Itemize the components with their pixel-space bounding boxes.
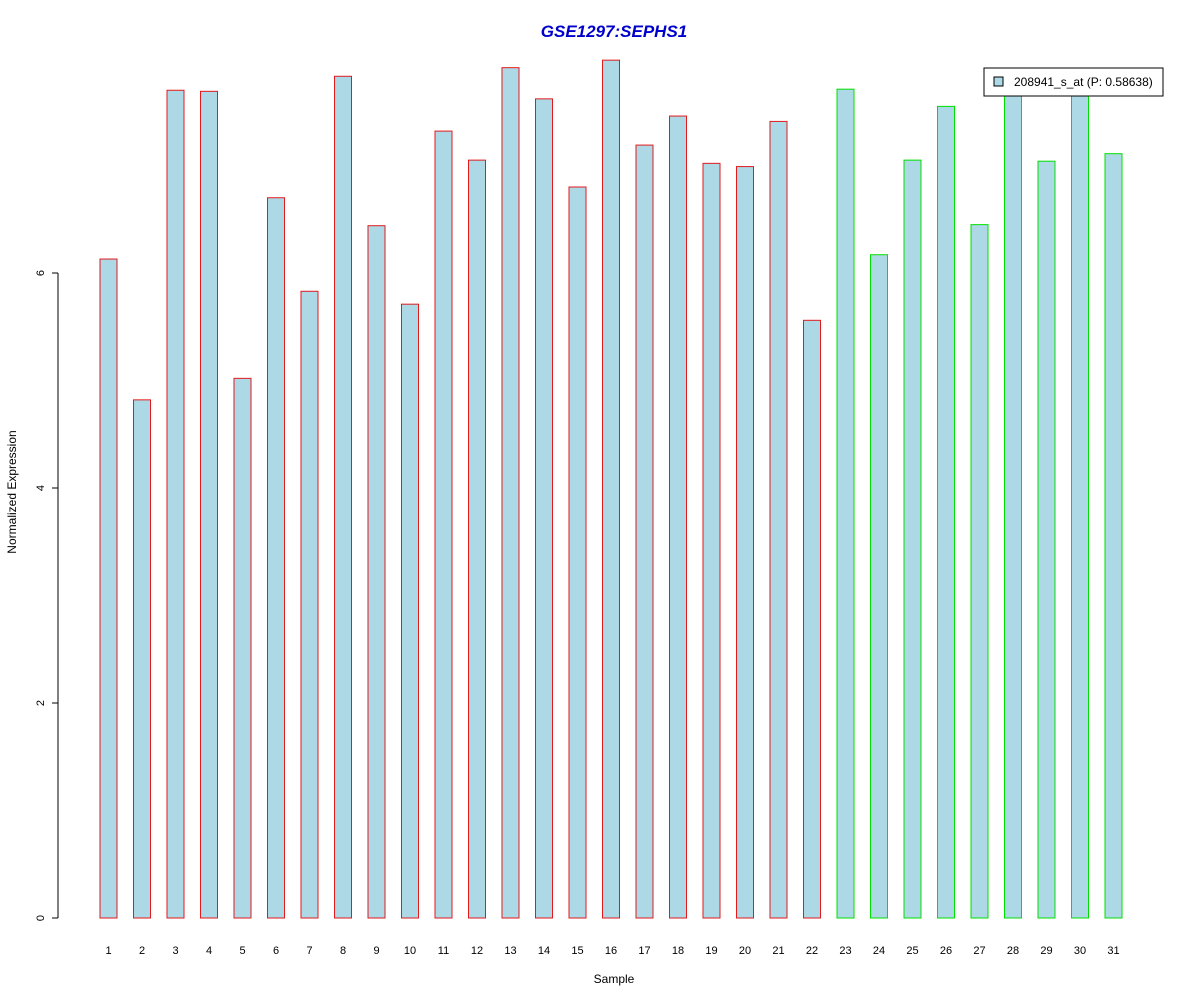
x-tick-label: 25 xyxy=(906,945,918,957)
bar xyxy=(1071,89,1089,919)
y-tick-label: 2 xyxy=(35,700,47,706)
x-tick-label: 23 xyxy=(839,945,851,957)
x-tick-label: 1 xyxy=(105,945,111,957)
bar xyxy=(200,90,218,919)
x-tick-label: 9 xyxy=(373,945,379,957)
x-tick-label: 29 xyxy=(1040,945,1052,957)
bar xyxy=(769,120,788,919)
x-tick-label: 21 xyxy=(772,945,784,957)
bar xyxy=(267,197,285,919)
bar xyxy=(535,98,553,919)
x-tick-label: 11 xyxy=(438,945,449,957)
x-tick-label: 20 xyxy=(739,945,751,957)
bar xyxy=(602,59,620,919)
bar xyxy=(669,115,687,919)
chart-title: GSE1297:SEPHS1 xyxy=(541,22,687,41)
bar xyxy=(434,130,453,919)
bar xyxy=(903,159,922,919)
x-ticks-layer: 1 2 3 4 5 6 7 8 9 10 11 12 13 14 15 16 17 18 19 20 21 22 23 24 2… xyxy=(105,945,1119,957)
y-tick-label: 0 xyxy=(35,915,47,921)
legend-box xyxy=(983,67,1164,97)
bar xyxy=(870,254,888,919)
y-axis: 0 2 4 6 xyxy=(35,270,59,921)
legend: 208941_s_at (P: 0.58638) xyxy=(983,67,1164,97)
x-tick-label: 6 xyxy=(273,945,279,957)
x-tick-label: 17 xyxy=(638,945,650,957)
bar xyxy=(803,319,821,919)
y-axis-label: Normalized Expression xyxy=(5,430,19,553)
x-tick-label: 15 xyxy=(571,945,583,957)
bar xyxy=(702,162,721,919)
legend-label: 208941_s_at (P: 0.58638) xyxy=(1014,75,1153,89)
x-tick-label: 3 xyxy=(172,945,178,957)
x-tick-label: 7 xyxy=(306,945,312,957)
bar xyxy=(501,67,520,919)
x-tick-label: 27 xyxy=(973,945,985,957)
bar xyxy=(1104,153,1123,919)
bar xyxy=(99,258,118,919)
x-tick-label: 4 xyxy=(206,945,212,957)
bar xyxy=(367,225,386,919)
x-tick-label: 22 xyxy=(806,945,818,957)
x-tick-label: 28 xyxy=(1007,945,1019,957)
x-tick-label: 24 xyxy=(873,945,885,957)
bar xyxy=(1037,160,1056,919)
x-tick-label: 30 xyxy=(1074,945,1086,957)
x-tick-label: 5 xyxy=(239,945,245,957)
bar xyxy=(300,290,319,919)
bar xyxy=(468,159,486,919)
x-tick-label: 13 xyxy=(504,945,516,957)
x-tick-label: 16 xyxy=(605,945,617,957)
bar xyxy=(635,144,654,919)
x-tick-label: 8 xyxy=(340,945,346,957)
x-tick-label: 2 xyxy=(139,945,145,957)
x-tick-label: 18 xyxy=(672,945,684,957)
bar xyxy=(568,186,587,919)
x-tick-label: 19 xyxy=(705,945,717,957)
x-tick-label: 12 xyxy=(471,945,483,957)
x-axis-label: Sample xyxy=(594,972,635,986)
legend-swatch xyxy=(993,76,1004,87)
bar xyxy=(1004,89,1022,919)
bar xyxy=(836,88,855,919)
y-tick-label: 4 xyxy=(35,485,47,491)
bar xyxy=(166,89,185,919)
bar xyxy=(334,75,352,919)
x-tick-label: 26 xyxy=(940,945,952,957)
bars-layer xyxy=(99,59,1123,919)
y-tick-label: 6 xyxy=(35,270,47,276)
bar xyxy=(133,399,151,919)
bar xyxy=(401,303,419,919)
bar xyxy=(937,105,955,919)
bar xyxy=(736,166,754,919)
bar xyxy=(233,377,252,919)
x-tick-label: 14 xyxy=(538,945,550,957)
x-tick-label: 31 xyxy=(1107,945,1119,957)
x-tick-label: 10 xyxy=(404,945,416,957)
bar xyxy=(970,224,989,919)
